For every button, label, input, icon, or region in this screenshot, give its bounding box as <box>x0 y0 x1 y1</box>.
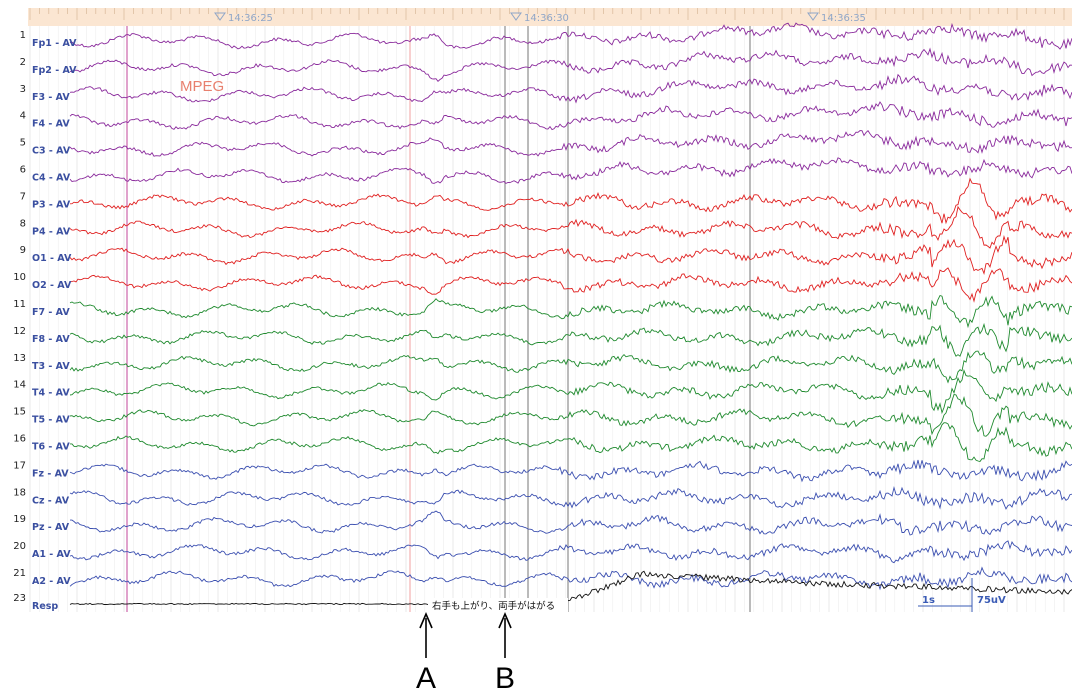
channel-number-18: 18 <box>13 487 26 498</box>
channel-name-21: A2 - AV <box>32 576 71 587</box>
channel-number-6: 6 <box>20 165 26 176</box>
trace-21 <box>69 566 1072 591</box>
channel-name-2: Fp2 - AV <box>32 65 77 76</box>
trace-23 <box>69 570 1072 606</box>
trace-19 <box>70 510 1072 536</box>
channel-number-7: 7 <box>20 191 26 202</box>
trace-14 <box>69 369 1072 415</box>
mpeg-label: MPEG <box>180 78 224 95</box>
channel-number-2: 2 <box>20 57 26 68</box>
channel-name-16: T6 - AV <box>32 442 70 453</box>
channel-name-6: C4 - AV <box>32 173 71 184</box>
time-ruler: 14:36:25 14:36:30 14:36:35 <box>28 8 1072 26</box>
channel-name-10: O2 - AV <box>32 280 72 291</box>
channel-number-11: 11 <box>13 299 26 310</box>
channel-number-4: 4 <box>20 111 26 122</box>
channel-labels: 1 Fp1 - AV 2 Fp2 - AV 3 F3 - AV 4 F4 - AV 5 C3 - … <box>13 30 77 612</box>
channel-number-12: 12 <box>13 326 26 337</box>
channel-name-17: Fz - AV <box>32 468 69 479</box>
channel-name-18: Cz - AV <box>32 495 70 506</box>
channel-number-14: 14 <box>13 380 26 391</box>
channel-number-13: 13 <box>13 353 26 364</box>
channel-name-12: F8 - AV <box>32 334 70 345</box>
channel-name-19: Pz - AV <box>32 522 70 533</box>
marker-a-label: A <box>416 662 436 693</box>
grid-lines <box>29 26 1065 612</box>
channel-number-8: 8 <box>20 218 26 229</box>
trace-12 <box>69 322 1072 357</box>
scale-time-label: 1s <box>922 595 935 606</box>
trace-13 <box>69 350 1072 384</box>
channel-name-5: C3 - AV <box>32 146 71 157</box>
channel-name-11: F7 - AV <box>32 307 70 318</box>
eeg-traces <box>69 22 1072 606</box>
trace-3 <box>69 73 1072 104</box>
channel-number-9: 9 <box>20 245 26 256</box>
channel-name-3: F3 - AV <box>32 92 70 103</box>
time-label-2: 14:36:35 <box>807 12 866 24</box>
trace-10 <box>69 267 1072 303</box>
channel-name-13: T3 - AV <box>32 361 70 372</box>
channel-name-20: A1 - AV <box>32 549 71 560</box>
scale-bar: 1s 75uV <box>918 578 1006 612</box>
trace-4 <box>69 101 1072 131</box>
channel-number-10: 10 <box>13 272 26 283</box>
trace-16 <box>70 422 1072 463</box>
channel-name-4: F4 - AV <box>32 119 70 130</box>
channel-number-15: 15 <box>13 407 26 418</box>
channel-name-14: T4 - AV <box>32 388 70 399</box>
channel-name-15: T5 - AV <box>32 415 70 426</box>
channel-number-17: 17 <box>13 460 26 471</box>
svg-text:14:36:30: 14:36:30 <box>524 13 569 24</box>
trace-11 <box>69 294 1072 329</box>
channel-number-3: 3 <box>20 84 26 95</box>
marker-b-label: B <box>495 662 515 693</box>
channel-name-7: P3 - AV <box>32 199 71 210</box>
trace-7 <box>69 177 1072 225</box>
channel-number-5: 5 <box>20 138 26 149</box>
trace-8 <box>69 205 1072 249</box>
trace-17 <box>69 459 1072 483</box>
trace-5 <box>69 130 1072 157</box>
channel-name-9: O1 - AV <box>32 253 72 264</box>
channel-number-19: 19 <box>13 514 26 525</box>
trace-1 <box>69 22 1072 50</box>
trace-20 <box>69 540 1072 564</box>
channel-name-23: Resp <box>32 601 58 612</box>
trace-2 <box>69 47 1072 82</box>
scale-amplitude-label: 75uV <box>977 595 1006 606</box>
marker-b: B <box>495 611 515 693</box>
channel-number-23: 23 <box>13 593 26 604</box>
svg-text:14:36:35: 14:36:35 <box>821 13 866 24</box>
trace-18 <box>69 485 1072 510</box>
channel-name-1: Fp1 - AV <box>32 38 77 49</box>
channel-number-20: 20 <box>13 541 26 552</box>
svg-text:14:36:25: 14:36:25 <box>228 13 273 24</box>
channel-number-21: 21 <box>13 568 26 579</box>
trace-6 <box>69 157 1072 184</box>
event-annotation: 右手も上がり、両手がはがる <box>432 600 555 612</box>
channel-name-8: P4 - AV <box>32 226 71 237</box>
trace-15 <box>69 393 1072 437</box>
trace-9 <box>69 235 1072 275</box>
event-lines <box>126 26 751 612</box>
time-label-0: 14:36:25 <box>214 12 273 24</box>
channel-number-16: 16 <box>13 434 26 445</box>
marker-a: A <box>416 611 436 693</box>
channel-number-1: 1 <box>20 30 26 41</box>
time-label-1: 14:36:30 <box>510 12 569 24</box>
